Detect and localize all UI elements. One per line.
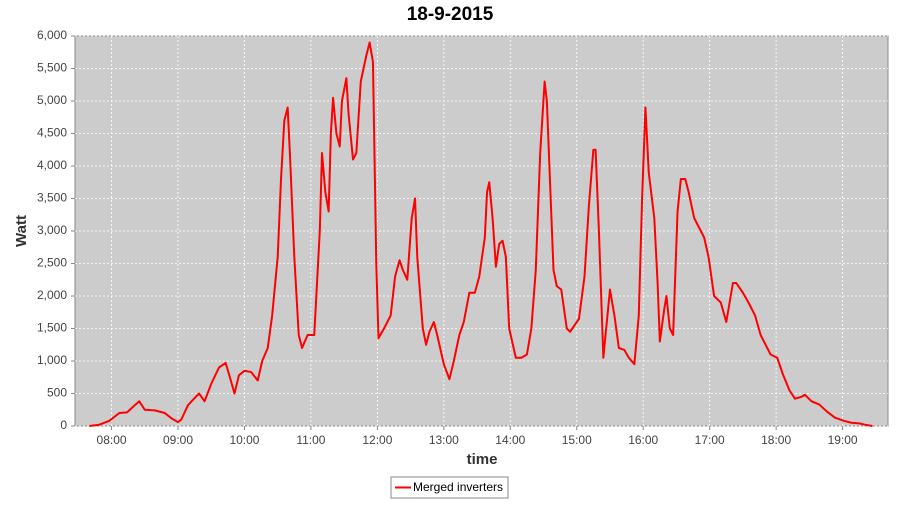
y-tick-label: 1,000 <box>37 353 67 367</box>
x-tick-label: 15:00 <box>562 433 592 447</box>
x-axis-label: time <box>467 451 498 468</box>
series-line <box>89 41 873 427</box>
y-tick-label: 2,000 <box>37 288 67 302</box>
chart-title: 18-9-2015 <box>407 4 494 25</box>
x-tick-label: 11:00 <box>296 433 325 447</box>
x-tick-label: 16:00 <box>628 433 658 447</box>
y-tick-label: 2,500 <box>37 256 67 270</box>
y-tick-label: 5,000 <box>37 93 67 107</box>
legend-label: Merged inverters <box>413 480 503 494</box>
y-tick-label: 4,500 <box>37 126 67 140</box>
marks <box>89 41 873 427</box>
x-tick-label: 18:00 <box>761 433 791 447</box>
x-tick-label: 19:00 <box>828 433 858 447</box>
y-axis-label: Watt <box>13 215 30 247</box>
x-tick-label: 17:00 <box>695 433 725 447</box>
x-tick-label: 08:00 <box>97 433 127 447</box>
y-tick-label: 4,000 <box>37 158 67 172</box>
y-tick-label: 3,500 <box>37 191 67 205</box>
legend-box <box>390 476 509 499</box>
y-tick-label: 0 <box>60 418 67 432</box>
y-tick-label: 5,500 <box>37 61 67 75</box>
x-tick-label: 10:00 <box>229 433 259 447</box>
x-tick-label: 12:00 <box>362 433 392 447</box>
x-tick-label: 14:00 <box>495 433 525 447</box>
y-tick-label: 6,000 <box>37 28 67 42</box>
x-tick-label: 09:00 <box>163 433 193 447</box>
y-tick-label: 500 <box>47 386 67 400</box>
y-tick-label: 3,000 <box>37 223 67 237</box>
legend: Merged inverters <box>390 476 509 499</box>
y-tick-label: 1,500 <box>37 321 67 335</box>
x-tick-label: 13:00 <box>429 433 459 447</box>
